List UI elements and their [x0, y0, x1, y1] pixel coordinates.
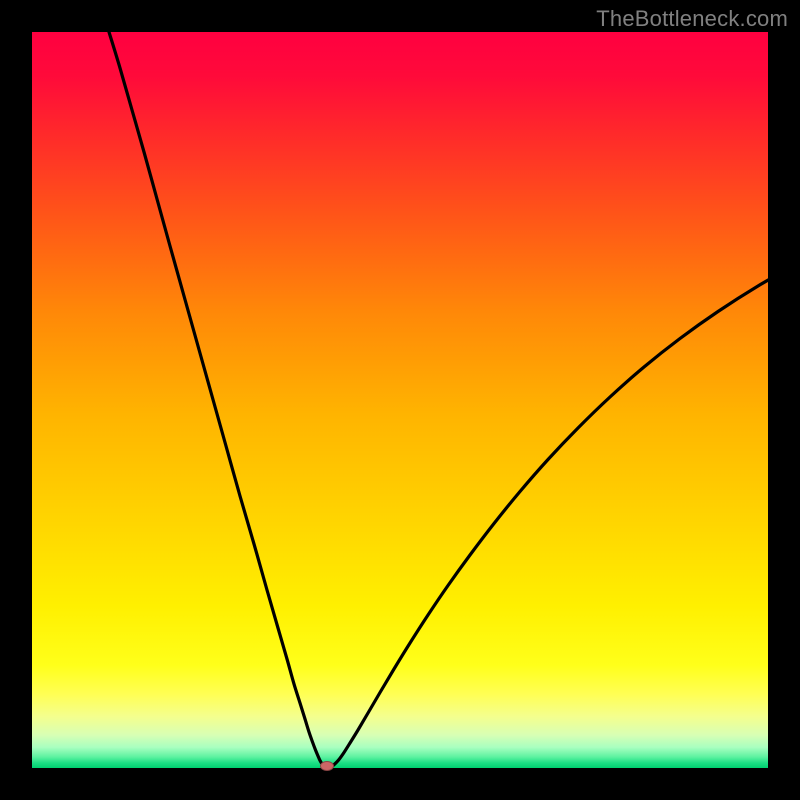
chart-container: TheBottleneck.com [0, 0, 800, 800]
bottleneck-curve [32, 32, 768, 768]
plot-area [32, 32, 768, 768]
minimum-marker [320, 761, 334, 771]
watermark-text: TheBottleneck.com [596, 6, 788, 32]
